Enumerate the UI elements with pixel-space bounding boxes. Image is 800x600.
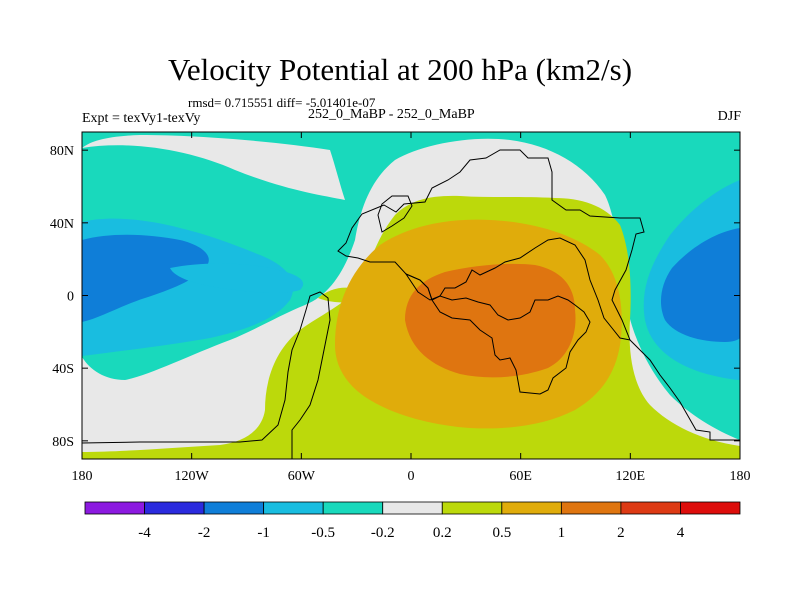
colorbar-label: -0.2 — [371, 525, 395, 541]
colorbar-swatch — [441, 501, 503, 515]
colorbar-label: -4 — [138, 525, 151, 541]
colorbar-swatch — [203, 501, 265, 515]
y-tick-label: 0 — [67, 290, 74, 305]
contour-fill-blue-east — [660, 228, 740, 342]
y-tick-label: 80N — [50, 144, 74, 159]
colorbar-label: -1 — [257, 525, 270, 541]
x-tick-label: 0 — [408, 469, 415, 484]
colorbar-swatch — [144, 501, 205, 515]
y-tick-label: 40S — [52, 362, 74, 377]
contour-field — [82, 132, 740, 459]
colorbar-swatch — [501, 501, 562, 515]
colorbar-swatch — [560, 501, 622, 515]
colorbar-swatch — [263, 501, 324, 515]
x-tick-label: 60W — [288, 469, 316, 484]
coastline-south-america — [81, 291, 331, 459]
coastline-africa — [404, 272, 591, 395]
chart-title: Velocity Potential at 200 hPa (km2/s) — [167, 52, 633, 87]
x-tick-label: 60E — [509, 469, 532, 484]
axis-ticks: 180 120W 60W 0 60E 120E 180 80N 40N 0 40S 80S — [50, 132, 751, 484]
contour-fill-dark-orange — [405, 263, 576, 378]
x-tick-label: 180 — [72, 469, 93, 484]
colorbar: -4 -2 -1 -0.5 -0.2 0.2 0.5 1 2 4 — [84, 501, 741, 541]
contour-fill-blue-west — [82, 234, 209, 322]
colorbar-swatch — [84, 501, 145, 515]
coastline-outlines — [81, 149, 740, 459]
colorbar-label: -0.5 — [311, 525, 335, 541]
coastline-australia — [629, 339, 740, 441]
stats-label: rmsd= 0.715551 diff= -5.01401e-07 — [188, 95, 376, 110]
colorbar-swatch — [322, 501, 384, 515]
x-tick-label: 120E — [616, 469, 646, 484]
x-tick-label: 120W — [175, 469, 210, 484]
colorbar-swatch — [680, 501, 741, 515]
experiment-label: Expt = texVy1-texVy — [82, 111, 201, 126]
season-label: DJF — [717, 109, 741, 124]
colorbar-label: 4 — [677, 525, 685, 541]
colorbar-label: -2 — [198, 525, 211, 541]
colorbar-label: 2 — [617, 525, 625, 541]
colorbar-label: 0.2 — [433, 525, 452, 541]
colorbar-label: 0.5 — [492, 525, 511, 541]
case-label: 252_0_MaBP - 252_0_MaBP — [308, 107, 475, 122]
contour-fill-light-blue-tongue — [170, 263, 304, 294]
colorbar-label: 1 — [558, 525, 566, 541]
colorbar-swatch — [382, 501, 443, 515]
y-tick-label: 80S — [52, 435, 74, 450]
x-tick-label: 180 — [730, 469, 751, 484]
y-tick-label: 40N — [50, 217, 74, 232]
contour-fill-neutral-arc — [82, 135, 345, 200]
colorbar-swatch — [620, 501, 681, 515]
coastline-greenland — [377, 195, 413, 233]
